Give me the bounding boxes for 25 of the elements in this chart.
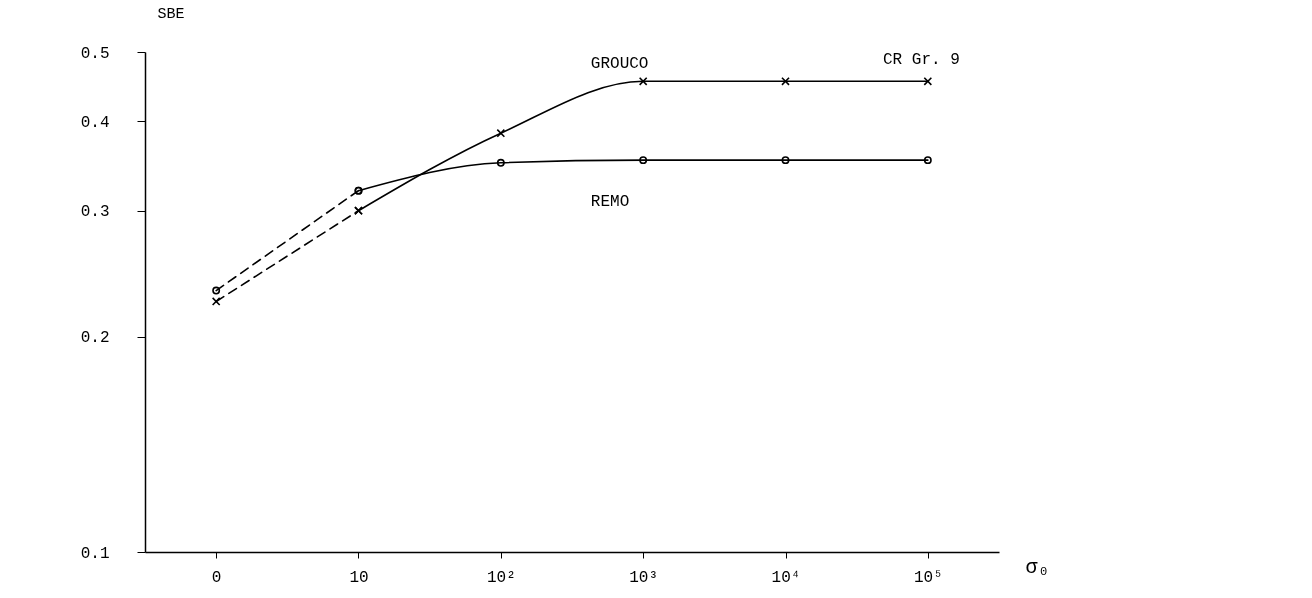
y-axis-title: SBE <box>157 5 185 23</box>
y-tick-label: 0.2 <box>80 329 110 348</box>
point <box>781 76 790 86</box>
y-tick-label: 0.3 <box>80 203 110 222</box>
point <box>496 128 506 138</box>
point <box>923 76 933 86</box>
point <box>639 156 648 165</box>
x-tick-label: 10 <box>349 568 369 587</box>
point <box>781 156 790 165</box>
y-tick-label: 0.5 <box>80 44 110 63</box>
point <box>496 158 505 167</box>
text: REMO <box>590 192 630 211</box>
point <box>638 76 648 86</box>
x-tick-label: 10⁵ <box>913 568 943 587</box>
y-tick-label: 0.1 <box>80 544 110 563</box>
point <box>212 286 221 295</box>
x-axis-title: σ₀ <box>1025 555 1050 579</box>
y-tick-label: 0.4 <box>80 113 110 132</box>
point <box>211 297 221 306</box>
series-label: GROUCO <box>590 55 649 74</box>
annotation: CR Gr. 9 <box>883 51 960 69</box>
x-tick-label: 10⁴ <box>771 568 801 587</box>
x-tick-label: 10² <box>486 568 516 587</box>
x-tick-label: 0 <box>211 568 222 587</box>
x-tick-label: 10³ <box>629 568 659 587</box>
